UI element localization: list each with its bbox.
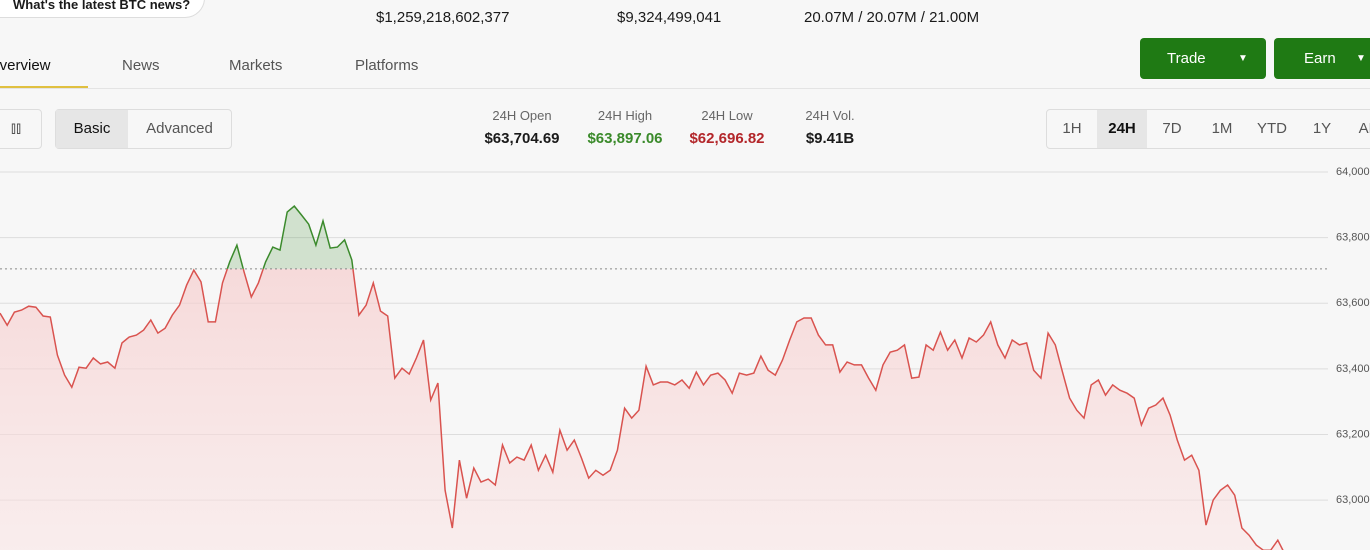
stat-value: $62,696.82 (689, 130, 765, 147)
price-chart: 64,000 63,800 63,600 63,400 63,200 63,000 (0, 166, 1370, 550)
label: Earn (1304, 50, 1336, 67)
market-cap: $1,259,218,602,377 (376, 9, 510, 26)
caret: ▼ (1238, 53, 1248, 64)
range-option[interactable]: 24H (1097, 110, 1147, 148)
y-tick-label: 63,600 (1336, 297, 1370, 309)
area-down (0, 268, 1285, 550)
range-option[interactable]: ALL (1358, 120, 1370, 137)
tab[interactable]: Overview (0, 57, 51, 74)
stat-value: $63,704.69 (484, 130, 560, 147)
caret: ▼ (1356, 53, 1366, 64)
range-option[interactable]: 1Y (1312, 120, 1332, 137)
news-prompt[interactable]: What's the latest BTC news? (0, 0, 206, 18)
label: Trade (1167, 50, 1206, 67)
y-tick-label: 63,000 (1336, 494, 1370, 506)
y-tick-label: 63,400 (1336, 363, 1370, 375)
stat-value: $63,897.06 (587, 130, 663, 147)
range-toggle: 1H 24H 7D 1M YTD 1Y ALL (1046, 109, 1370, 149)
range-option[interactable]: 1H (1062, 120, 1082, 137)
range-option[interactable]: 1M (1211, 120, 1233, 137)
stat-label: 24H High (597, 108, 653, 123)
view-toggle: Basic Advanced (55, 109, 232, 149)
tab[interactable]: News (122, 57, 160, 74)
y-tick-label: 64,000 (1336, 166, 1370, 178)
price-line-down (0, 268, 1284, 550)
chart-type-toggle[interactable]: ⫾⫾ (0, 109, 42, 149)
candle-icon: ⫾⫾ (10, 120, 22, 137)
y-tick-label: 63,800 (1336, 232, 1370, 244)
volume: $9,324,499,041 (617, 9, 722, 26)
y-tick-label: 63,200 (1336, 428, 1370, 440)
tab[interactable]: Markets (229, 57, 283, 74)
supply: 20.07M / 20.07M / 21.00M (804, 9, 980, 26)
divider (0, 88, 1370, 89)
tab[interactable]: Platforms (355, 57, 419, 74)
stat-label: 24H Vol. (805, 108, 855, 123)
stat-label: 24H Open (492, 108, 552, 123)
toggle-option[interactable]: Basic (56, 110, 128, 148)
toggle-option[interactable]: Advanced (146, 120, 213, 137)
stat-value: $9.41B (805, 130, 855, 147)
earn-button[interactable]: Earn ▼ (1274, 38, 1370, 79)
trade-button[interactable]: Trade ▼ (1140, 38, 1266, 79)
area-up (227, 206, 353, 269)
tab-underline (0, 86, 88, 88)
range-option[interactable]: YTD (1257, 120, 1287, 137)
range-option[interactable]: 7D (1162, 120, 1182, 137)
stat-label: 24H Low (701, 108, 753, 123)
